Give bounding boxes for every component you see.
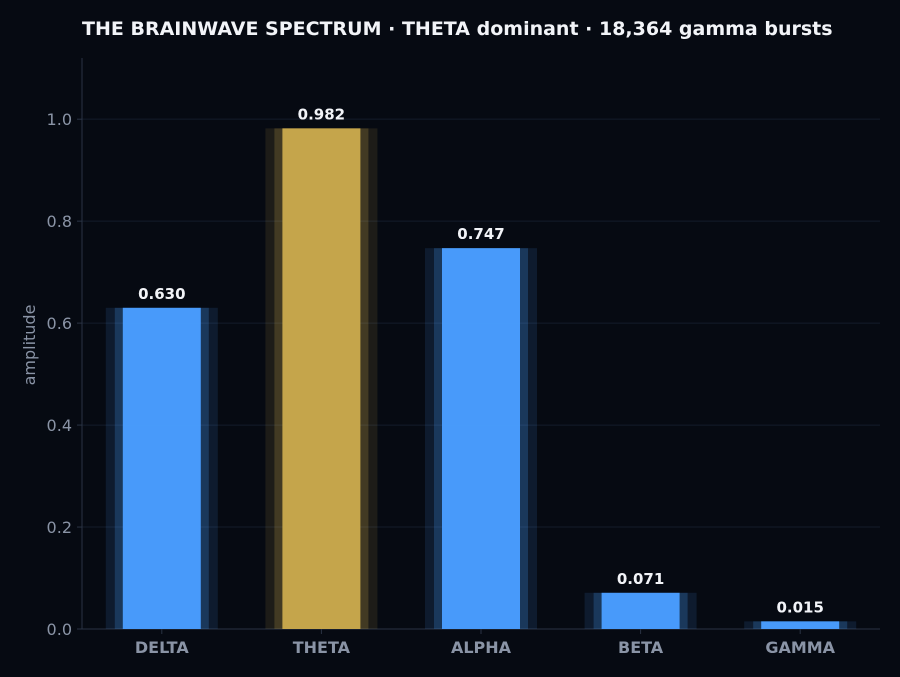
bar-delta: [122, 307, 201, 629]
y-tick-label: 0.4: [47, 416, 72, 435]
category-label-beta: BETA: [618, 638, 664, 657]
category-label-gamma: GAMMA: [765, 638, 835, 657]
category-label-delta: DELTA: [135, 638, 189, 657]
y-tick-label: 0.6: [47, 314, 72, 333]
value-label-theta: 0.982: [298, 105, 345, 123]
value-label-alpha: 0.747: [457, 225, 504, 243]
y-axis-label: amplitude: [20, 305, 39, 386]
chart-title: THE BRAINWAVE SPECTRUM · THETA dominant …: [82, 18, 833, 40]
labels: 0.0 0.2 0.4 0.6 0.8 1.0 0.630 DELTA 0.982 THETA 0.…: [47, 105, 836, 657]
bar-beta: [601, 592, 680, 629]
y-tick-label: 0.2: [47, 518, 72, 537]
category-label-theta: THETA: [293, 638, 351, 657]
bar-gamma: [761, 621, 840, 629]
value-label-delta: 0.630: [138, 285, 185, 303]
y-tick-label: 0.0: [47, 620, 72, 639]
category-label-alpha: ALPHA: [451, 638, 512, 657]
bar-alpha: [442, 248, 520, 629]
value-label-beta: 0.071: [617, 570, 664, 588]
bars: [105, 128, 857, 630]
y-tick-label: 1.0: [47, 110, 72, 129]
y-tick-label: 0.8: [47, 212, 72, 231]
bar-theta: [282, 128, 361, 630]
value-label-gamma: 0.015: [776, 598, 823, 616]
